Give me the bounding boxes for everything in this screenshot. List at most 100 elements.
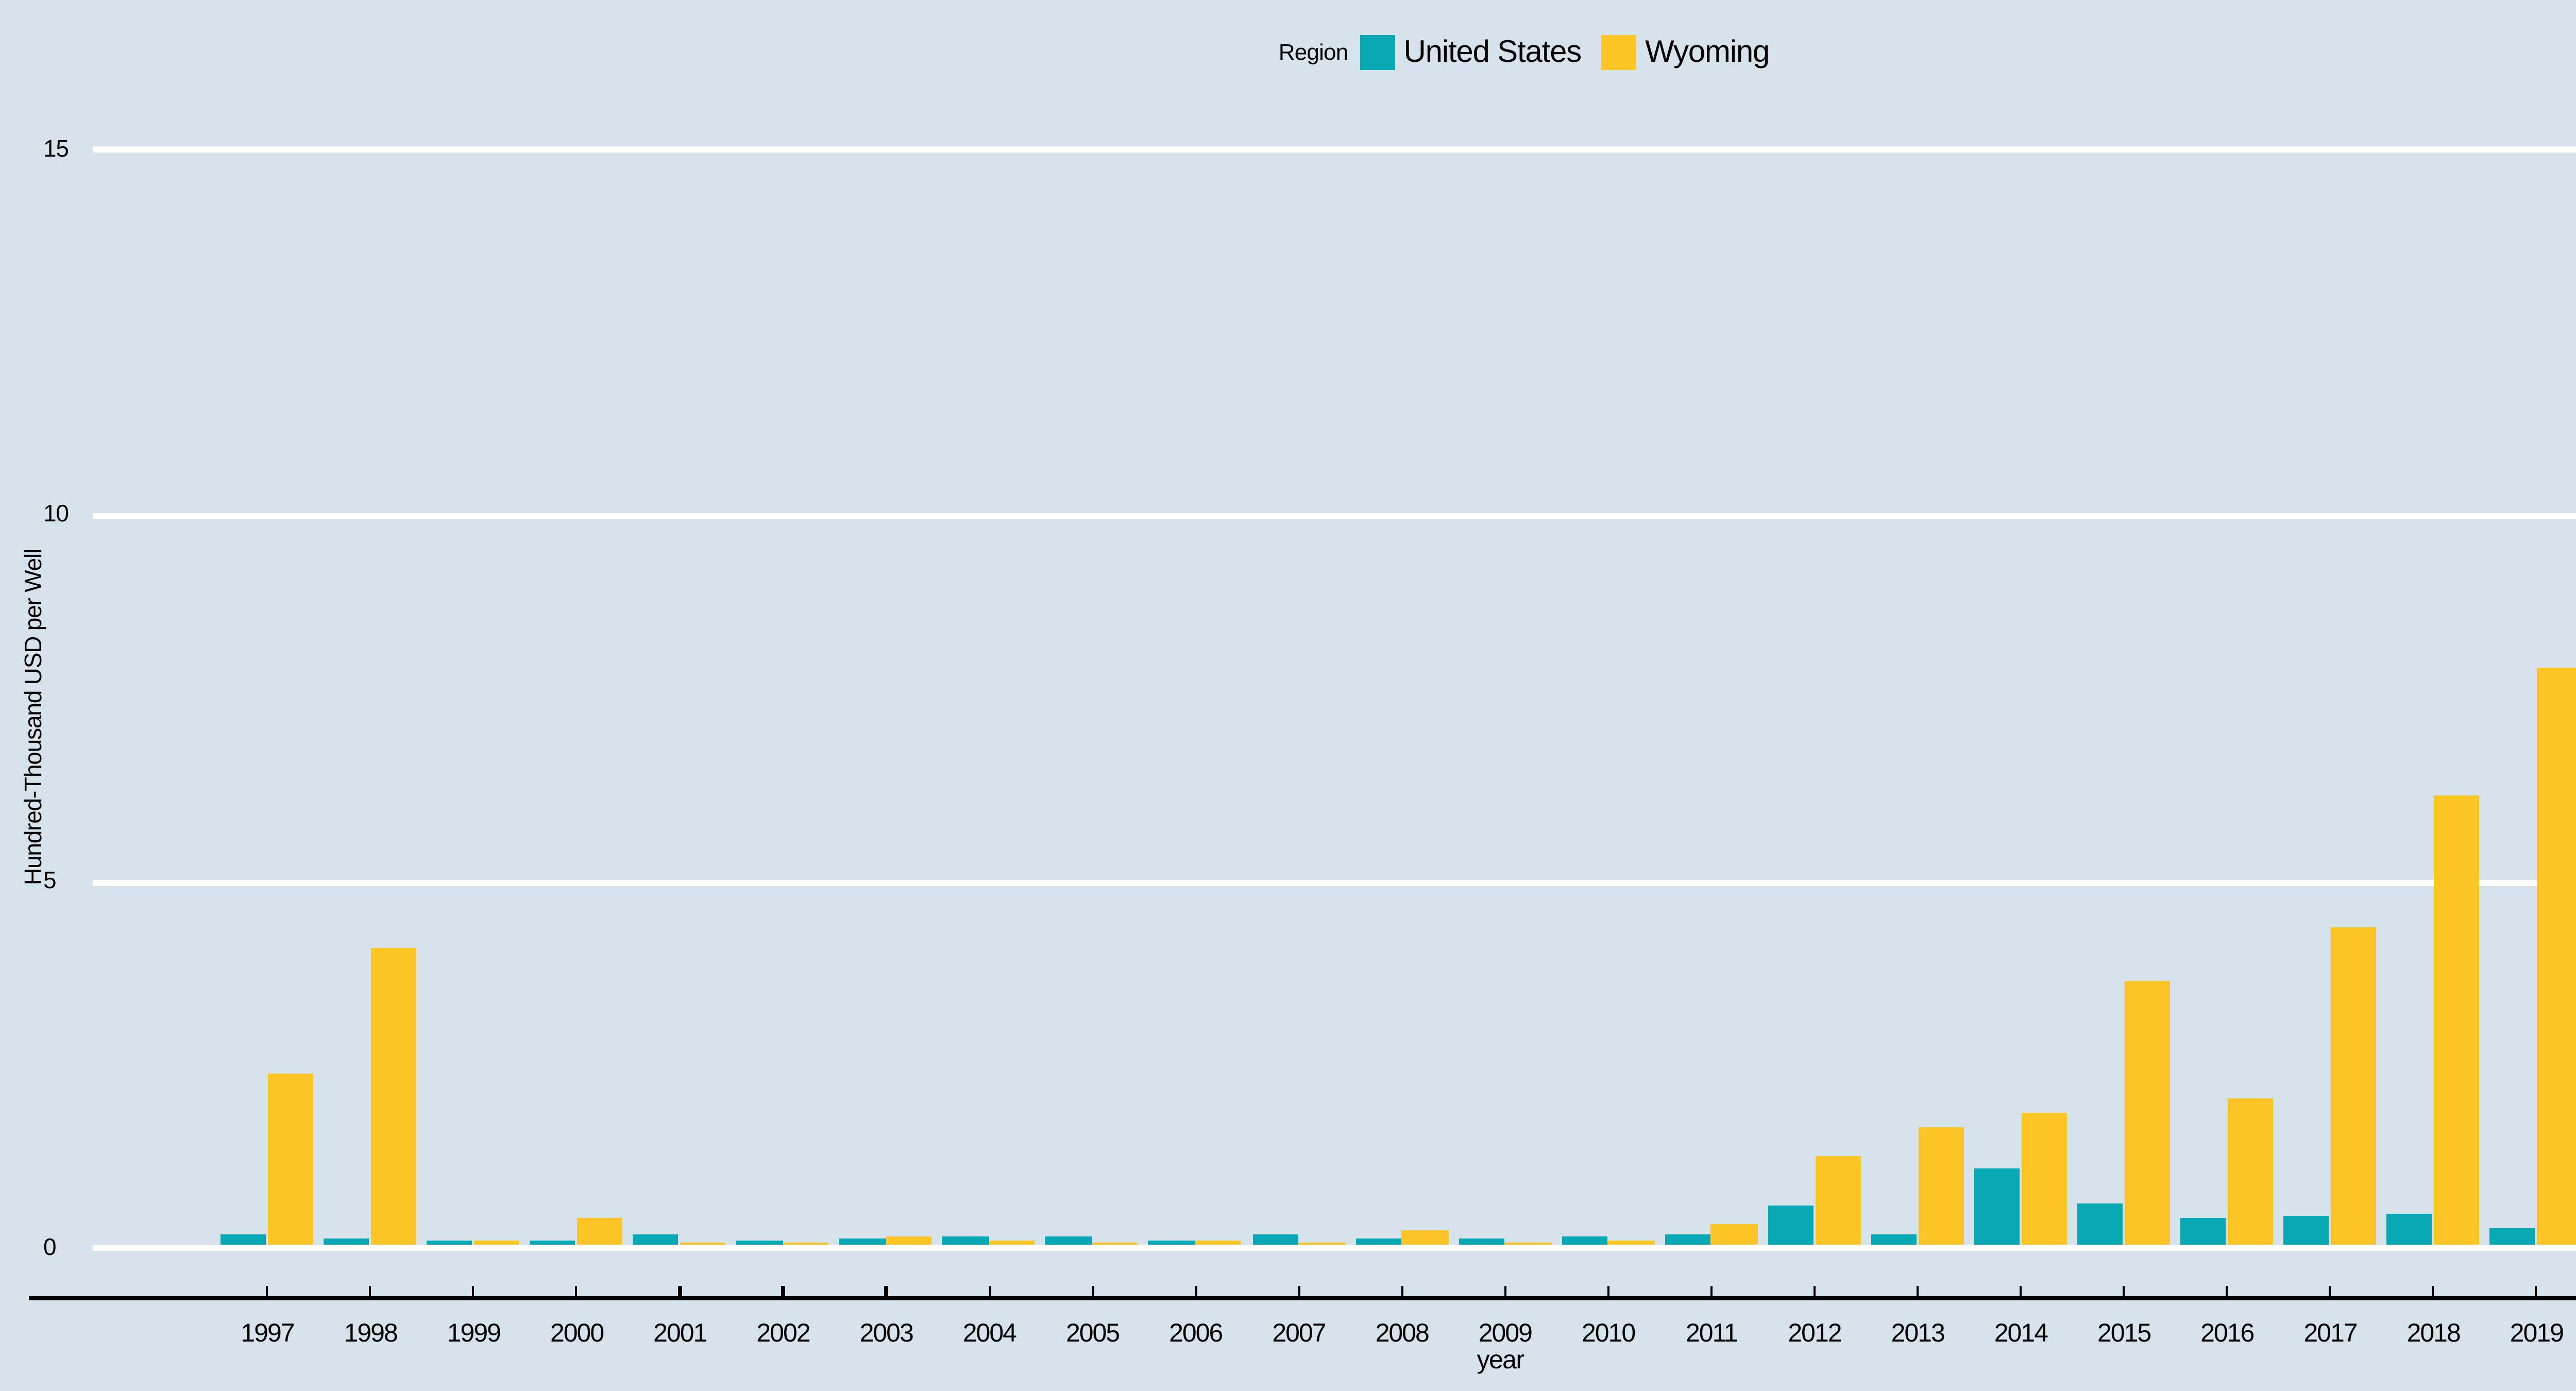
bar-wyoming-2014 [2021, 1113, 2067, 1245]
bar-united-states-2019 [2489, 1227, 2536, 1245]
bar-wyoming-2010 [1608, 1240, 1654, 1245]
x-tick-1998 [369, 1286, 372, 1296]
bar-united-states-2012 [1768, 1206, 1814, 1245]
x-tick-label-1999: 1999 [447, 1319, 501, 1348]
x-tick-label-2005: 2005 [1065, 1319, 1120, 1348]
bar-united-states-2005 [1045, 1235, 1092, 1245]
bar-wyoming-1997 [267, 1074, 313, 1245]
bar-wyoming-2016 [2227, 1098, 2273, 1245]
bar-united-states-2007 [1252, 1234, 1298, 1245]
bar-united-states-2008 [1355, 1239, 1401, 1245]
x-tick-label-2000: 2000 [550, 1319, 604, 1348]
x-tick-label-2013: 2013 [1891, 1319, 1945, 1348]
bar-united-states-2002 [736, 1241, 782, 1245]
bar-united-states-2015 [2077, 1203, 2123, 1245]
x-tick-label-2002: 2002 [756, 1319, 810, 1348]
x-tick-2003 [885, 1286, 888, 1296]
bar-united-states-2003 [839, 1239, 886, 1245]
x-tick-2006 [1194, 1286, 1197, 1296]
bar-united-states-2006 [1148, 1241, 1195, 1245]
x-tick-2011 [1710, 1286, 1713, 1296]
x-tick-2005 [1091, 1286, 1094, 1296]
bar-united-states-2001 [633, 1235, 679, 1245]
bar-wyoming-2005 [1092, 1242, 1139, 1245]
bar-wyoming-2013 [1918, 1126, 1964, 1245]
bar-united-states-2013 [1871, 1235, 1917, 1245]
y-tick-label-10: 10 [43, 503, 69, 528]
gridline-10 [92, 513, 2576, 519]
bar-wyoming-2019 [2536, 668, 2576, 1245]
x-tick-label-2008: 2008 [1375, 1319, 1430, 1348]
x-tick-label-1998: 1998 [344, 1319, 398, 1348]
bar-wyoming-2015 [2124, 981, 2170, 1245]
x-tick-label-2009: 2009 [1478, 1319, 1533, 1348]
x-tick-label-2001: 2001 [653, 1319, 707, 1348]
bar-wyoming-2003 [886, 1237, 933, 1245]
x-tick-2010 [1607, 1286, 1609, 1296]
bar-wyoming-2002 [783, 1243, 829, 1245]
x-tick-label-2011: 2011 [1685, 1319, 1738, 1348]
bar-united-states-2014 [1974, 1168, 2020, 1245]
x-tick-2016 [2226, 1286, 2229, 1296]
bar-united-states-1997 [221, 1235, 266, 1245]
bar-wyoming-2004 [989, 1241, 1036, 1245]
x-tick-label-2017: 2017 [2303, 1319, 2358, 1348]
gridline-15 [92, 146, 2576, 152]
bar-wyoming-2007 [1299, 1242, 1345, 1245]
bar-wyoming-2009 [1505, 1243, 1551, 1245]
y-tick-label-0: 0 [43, 1236, 57, 1261]
x-tick-2014 [2020, 1286, 2022, 1296]
bar-united-states-2018 [2386, 1213, 2433, 1245]
bar-wyoming-2001 [680, 1243, 726, 1245]
bar-united-states-2009 [1458, 1239, 1504, 1245]
bar-wyoming-1999 [473, 1241, 520, 1245]
bar-wyoming-2011 [1711, 1225, 1757, 1245]
x-tick-2002 [782, 1286, 785, 1296]
bar-united-states-1998 [324, 1237, 370, 1245]
x-tick-2001 [679, 1286, 682, 1296]
bar-wyoming-2018 [2433, 796, 2480, 1245]
x-tick-2015 [2123, 1286, 2125, 1296]
bar-wyoming-2008 [1402, 1230, 1448, 1245]
y-tick-label-15: 15 [43, 137, 69, 162]
bar-united-states-1999 [427, 1241, 473, 1245]
bar-united-states-2010 [1561, 1235, 1607, 1245]
gridline-5 [92, 879, 2576, 885]
bar-wyoming-2012 [1815, 1156, 1860, 1245]
x-tick-2019 [2535, 1286, 2538, 1296]
x-tick-1997 [266, 1286, 269, 1296]
bar-united-states-2000 [530, 1240, 576, 1245]
x-tick-2004 [988, 1286, 991, 1296]
x-tick-2013 [1916, 1286, 1919, 1296]
x-tick-label-2015: 2015 [2097, 1319, 2151, 1348]
bar-united-states-2004 [942, 1235, 989, 1245]
bar-wyoming-2006 [1195, 1241, 1242, 1245]
x-tick-label-2003: 2003 [859, 1319, 914, 1348]
x-tick-label-1997: 1997 [241, 1319, 295, 1348]
x-tick-2009 [1504, 1286, 1506, 1296]
bar-wyoming-2017 [2330, 926, 2376, 1245]
x-tick-label-2016: 2016 [2200, 1319, 2255, 1348]
x-tick-label-2007: 2007 [1272, 1319, 1326, 1348]
x-axis-title: year [1477, 1346, 1524, 1375]
bar-wyoming-1998 [370, 948, 417, 1245]
x-tick-label-2004: 2004 [962, 1319, 1017, 1348]
gridline-0 [92, 1245, 2576, 1251]
x-axis-line [28, 1296, 2576, 1300]
bar-wyoming-2000 [577, 1217, 623, 1245]
x-tick-label-2018: 2018 [2406, 1319, 2461, 1348]
x-tick-2000 [575, 1286, 578, 1296]
x-tick-label-2012: 2012 [1788, 1319, 1842, 1348]
x-tick-2018 [2432, 1286, 2435, 1296]
x-tick-label-2006: 2006 [1169, 1319, 1223, 1348]
bar-united-states-2016 [2180, 1218, 2226, 1245]
x-tick-label-2019: 2019 [2510, 1319, 2564, 1348]
x-tick-label-2014: 2014 [1994, 1319, 2048, 1348]
x-tick-2017 [2329, 1286, 2332, 1296]
x-tick-label-2010: 2010 [1581, 1319, 1636, 1348]
y-tick-label-5: 5 [43, 870, 57, 894]
x-tick-1999 [472, 1286, 475, 1296]
x-tick-2007 [1297, 1286, 1300, 1296]
